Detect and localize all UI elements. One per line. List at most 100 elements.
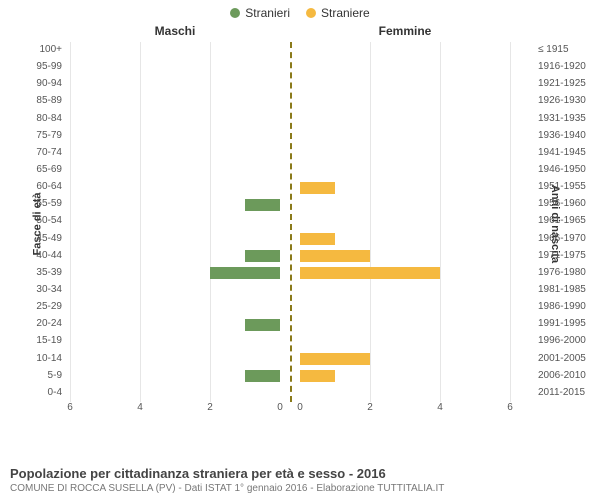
chart-row (70, 265, 510, 282)
chart-row (70, 368, 510, 385)
y-label-birth: 1936-1940 (538, 128, 600, 145)
header-male: Maschi (70, 24, 280, 38)
x-tick: 2 (207, 402, 213, 413)
y-label-birth: 2006-2010 (538, 368, 600, 385)
y-label-birth: 1926-1930 (538, 93, 600, 110)
y-label-age: 85-89 (0, 93, 62, 110)
legend-swatch-female (306, 8, 316, 18)
y-label-birth: 1941-1945 (538, 145, 600, 162)
chart-row (70, 128, 510, 145)
y-label-age: 30-34 (0, 282, 62, 299)
chart-row (70, 59, 510, 76)
y-label-birth: 2001-2005 (538, 351, 600, 368)
bar-female (300, 182, 335, 194)
chart-row (70, 385, 510, 402)
y-label-age: 0-4 (0, 385, 62, 402)
y-label-birth: 2011-2015 (538, 385, 600, 402)
chart-row (70, 42, 510, 59)
y-label-birth: 1976-1980 (538, 265, 600, 282)
bar-female (300, 370, 335, 382)
chart-row (70, 231, 510, 248)
x-tick: 2 (367, 402, 373, 413)
chart-row (70, 76, 510, 93)
y-label-age: 15-19 (0, 333, 62, 350)
legend-swatch-male (230, 8, 240, 18)
bar-male (210, 267, 280, 279)
x-tick: 6 (67, 402, 73, 413)
legend-label-female: Straniere (321, 6, 370, 20)
y-label-age: 25-29 (0, 299, 62, 316)
x-tick: 0 (297, 402, 303, 413)
y-label-birth: 1966-1970 (538, 231, 600, 248)
chart-row (70, 316, 510, 333)
y-label-birth: 1981-1985 (538, 282, 600, 299)
y-label-birth: 1946-1950 (538, 162, 600, 179)
y-label-birth: 1986-1990 (538, 299, 600, 316)
bar-female (300, 250, 370, 262)
chart-row (70, 213, 510, 230)
y-label-age: 95-99 (0, 59, 62, 76)
bar-female (300, 233, 335, 245)
bar-female (300, 353, 370, 365)
y-label-age: 100+ (0, 42, 62, 59)
y-label-age: 5-9 (0, 368, 62, 385)
y-axis-labels-left: 100+95-9990-9485-8980-8475-7970-7465-696… (0, 42, 66, 402)
chart-row (70, 111, 510, 128)
x-tick: 6 (507, 402, 513, 413)
bar-male (245, 370, 280, 382)
bar-male (245, 250, 280, 262)
y-label-age: 75-79 (0, 128, 62, 145)
x-tick: 4 (137, 402, 143, 413)
y-label-age: 10-14 (0, 351, 62, 368)
y-label-birth: 1996-2000 (538, 333, 600, 350)
y-label-birth: 1921-1925 (538, 76, 600, 93)
x-tick: 4 (437, 402, 443, 413)
bar-male (245, 319, 280, 331)
y-label-birth: 1951-1955 (538, 179, 600, 196)
y-label-age: 35-39 (0, 265, 62, 282)
footer: Popolazione per cittadinanza straniera p… (10, 466, 590, 494)
chart-row (70, 248, 510, 265)
y-label-age: 60-64 (0, 179, 62, 196)
y-label-age: 90-94 (0, 76, 62, 93)
plot (70, 42, 510, 402)
y-label-birth: 1956-1960 (538, 196, 600, 213)
chart-row (70, 282, 510, 299)
y-label-age: 80-84 (0, 111, 62, 128)
bar-male (245, 199, 280, 211)
header-female: Femmine (300, 24, 510, 38)
x-tick: 0 (277, 402, 283, 413)
chart-row (70, 196, 510, 213)
chart-row (70, 93, 510, 110)
y-label-age: 40-44 (0, 248, 62, 265)
chart-row (70, 162, 510, 179)
chart-row (70, 333, 510, 350)
legend-item-female: Straniere (306, 6, 370, 20)
x-axis-ticks: 6 4 2 0 0 2 4 6 (70, 402, 510, 418)
y-label-age: 70-74 (0, 145, 62, 162)
y-label-birth: 1931-1935 (538, 111, 600, 128)
y-label-birth: 1961-1965 (538, 213, 600, 230)
chart-area: Maschi Femmine Fasce di età Anni di nasc… (0, 24, 600, 424)
column-headers: Maschi Femmine (0, 24, 600, 42)
bar-female (300, 267, 440, 279)
y-label-age: 50-54 (0, 213, 62, 230)
y-label-age: 65-69 (0, 162, 62, 179)
chart-row (70, 145, 510, 162)
chart-subtitle: COMUNE DI ROCCA SUSELLA (PV) - Dati ISTA… (10, 483, 590, 494)
legend-item-male: Stranieri (230, 6, 290, 20)
y-axis-labels-right: ≤ 19151916-19201921-19251926-19301931-19… (534, 42, 600, 402)
y-label-age: 45-49 (0, 231, 62, 248)
chart-title: Popolazione per cittadinanza straniera p… (10, 466, 590, 481)
y-label-birth: 1916-1920 (538, 59, 600, 76)
y-label-age: 20-24 (0, 316, 62, 333)
chart-row (70, 179, 510, 196)
legend: Stranieri Straniere (0, 0, 600, 20)
y-label-birth: ≤ 1915 (538, 42, 600, 59)
y-label-birth: 1991-1995 (538, 316, 600, 333)
chart-row (70, 299, 510, 316)
y-label-age: 55-59 (0, 196, 62, 213)
y-label-birth: 1971-1975 (538, 248, 600, 265)
legend-label-male: Stranieri (245, 6, 290, 20)
chart-row (70, 351, 510, 368)
